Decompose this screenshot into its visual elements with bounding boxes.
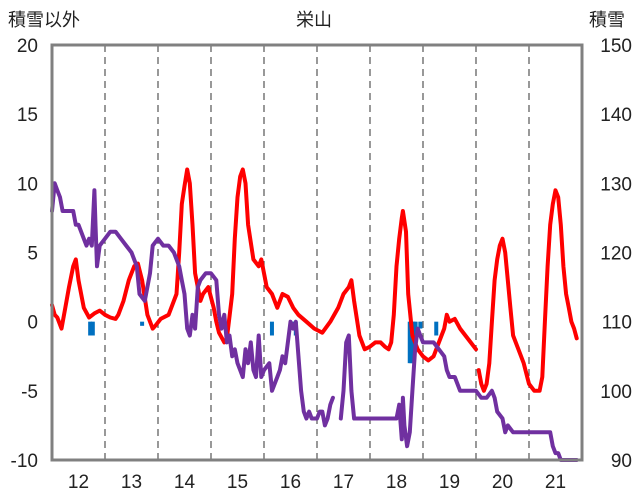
y-right-tick-label: 110: [602, 313, 632, 334]
x-tick-label: 12: [68, 472, 89, 493]
y-right-tick-label: 130: [600, 174, 632, 195]
x-tick-label: 20: [492, 472, 513, 493]
y-right-tick-label: 150: [600, 36, 632, 57]
precipitation-bar: [418, 321, 423, 329]
x-tick-label: 14: [174, 472, 196, 493]
precipitation-bar: [140, 321, 145, 326]
y-right-tick-label: 140: [600, 105, 632, 126]
x-tick-label: 17: [333, 472, 354, 493]
y-left-tick-label: 20: [17, 36, 38, 57]
y-right-tick-label: 90: [611, 451, 632, 472]
temperature-line: [50, 167, 478, 363]
snow-depth-line: [50, 181, 335, 428]
x-tick-label: 21: [545, 472, 566, 493]
y-left-tick-label: 15: [17, 105, 38, 126]
y-left-tick-label: -10: [11, 451, 38, 472]
right-axis-ticks: 150 140 130 120 110 100 90: [600, 36, 632, 472]
x-tick-label: 15: [227, 472, 248, 493]
x-tick-label: 13: [121, 472, 142, 493]
y-left-tick-label: -5: [21, 382, 38, 403]
vertical-gridlines: [104, 45, 530, 460]
x-tick-label: 19: [439, 472, 460, 493]
snow-depth-line: [338, 326, 579, 462]
right-axis-label: 積雪: [589, 10, 625, 31]
temperature-line: [476, 188, 579, 393]
y-right-tick-label: 100: [600, 382, 632, 403]
data-lines: [50, 167, 579, 462]
precipitation-bar: [90, 321, 95, 336]
x-tick-label: 18: [386, 472, 407, 493]
x-axis-ticks: 12 13 14 15 16 17 18 19 20 21: [68, 472, 566, 493]
left-axis-label: 積雪以外: [8, 10, 80, 31]
precipitation-bar: [409, 321, 414, 364]
y-left-tick-label: 10: [17, 174, 38, 195]
plot-frame: [50, 43, 584, 462]
precipitation-bar: [88, 321, 93, 336]
y-right-tick-label: 120: [600, 244, 632, 265]
left-axis-ticks: 20 15 10 5 0 -5 -10: [11, 36, 38, 472]
precipitation-bar: [269, 321, 274, 336]
precipitation-bar: [434, 321, 439, 336]
y-left-tick-label: 5: [27, 244, 38, 265]
y-left-tick-label: 0: [27, 313, 38, 334]
chart-title: 栄山: [296, 10, 332, 31]
x-tick-label: 16: [280, 472, 301, 493]
